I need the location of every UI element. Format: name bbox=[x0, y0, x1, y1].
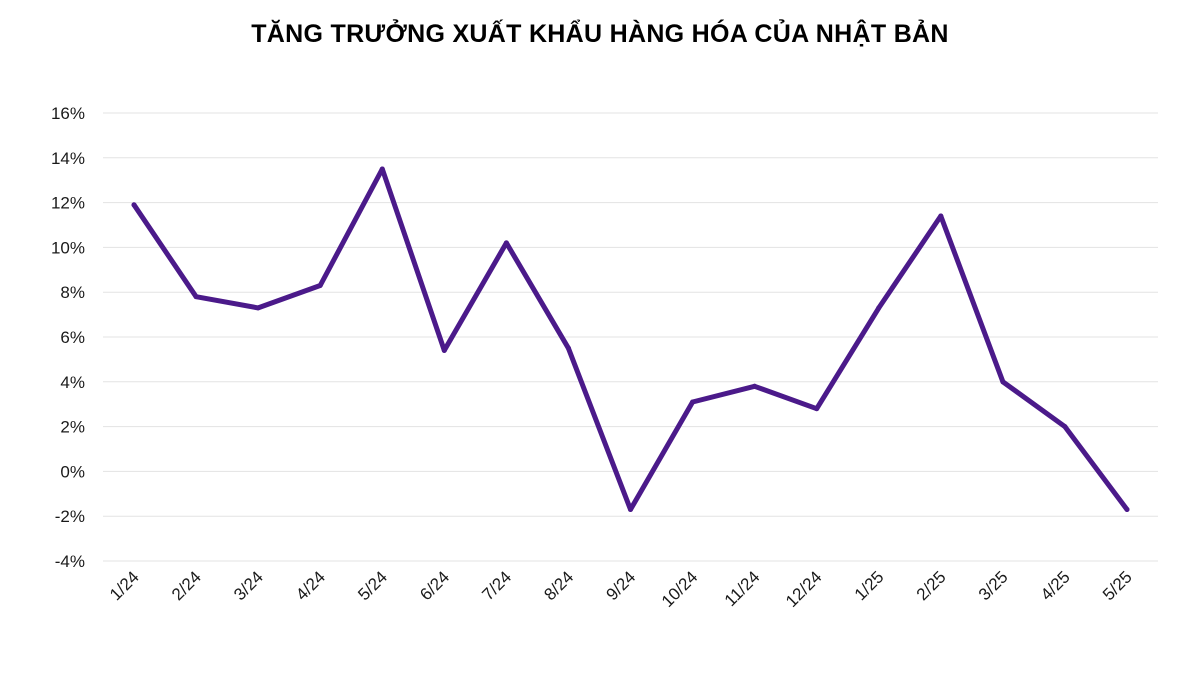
data-point bbox=[255, 305, 261, 311]
data-point bbox=[938, 213, 944, 219]
x-tick-label: 4/24 bbox=[292, 567, 329, 604]
x-tick-label: 1/24 bbox=[106, 567, 143, 604]
x-tick-label: 9/24 bbox=[602, 567, 639, 604]
gridlines bbox=[103, 112, 1158, 562]
y-tick-label: 16% bbox=[51, 104, 85, 123]
x-axis-ticks: 1/24 2/24 3/24 4/24 5/24 6/24 7/24 8/24 9/24 10/2… bbox=[106, 567, 1136, 611]
x-tick-label: 5/24 bbox=[354, 567, 391, 604]
x-tick-label: 6/24 bbox=[416, 567, 453, 604]
x-tick-label: 2/24 bbox=[168, 567, 205, 604]
y-tick-label: 4% bbox=[60, 373, 85, 392]
x-tick-label: 8/24 bbox=[540, 567, 577, 604]
y-tick-label: 14% bbox=[51, 149, 85, 168]
y-tick-label: -2% bbox=[55, 507, 85, 526]
x-tick-label: 5/25 bbox=[1099, 567, 1136, 604]
x-tick-label: 12/24 bbox=[782, 567, 826, 611]
x-tick-label: 3/25 bbox=[975, 567, 1012, 604]
series-group bbox=[131, 166, 1130, 512]
data-point bbox=[876, 305, 882, 311]
x-tick-label: 1/25 bbox=[851, 567, 888, 604]
x-tick-label: 4/25 bbox=[1037, 567, 1074, 604]
y-tick-label: 12% bbox=[51, 194, 85, 213]
data-point bbox=[503, 240, 509, 246]
x-tick-label: 2/25 bbox=[913, 567, 950, 604]
data-point bbox=[193, 294, 199, 300]
data-point bbox=[565, 345, 571, 351]
data-point bbox=[628, 506, 633, 512]
data-point bbox=[1000, 379, 1006, 385]
data-point bbox=[441, 347, 447, 353]
data-point bbox=[814, 406, 820, 412]
data-point bbox=[1124, 506, 1130, 512]
data-point bbox=[1062, 424, 1068, 430]
y-axis-ticks: -4% -2% 0% 2% 4% 6% 8% 10% 12% 14% 16% bbox=[51, 104, 85, 571]
x-tick-label: 3/24 bbox=[230, 567, 267, 604]
y-tick-label: 6% bbox=[60, 328, 85, 347]
series-line bbox=[131, 166, 1130, 512]
y-tick-label: 0% bbox=[60, 462, 85, 481]
x-tick-label: 10/24 bbox=[658, 567, 702, 611]
data-point bbox=[752, 383, 758, 389]
data-point bbox=[379, 166, 385, 172]
x-tick-label: 7/24 bbox=[478, 567, 515, 604]
y-tick-label: 2% bbox=[60, 418, 85, 437]
y-tick-label: 8% bbox=[60, 283, 85, 302]
y-tick-label: -4% bbox=[55, 552, 85, 571]
data-point bbox=[690, 399, 696, 405]
data-point bbox=[317, 282, 323, 288]
y-tick-label: 10% bbox=[51, 238, 85, 257]
x-tick-label: 11/24 bbox=[721, 567, 764, 610]
chart-title: TĂNG TRƯỞNG XUẤT KHẨU HÀNG HÓA CỦA NHẬT … bbox=[251, 20, 949, 48]
data-point bbox=[131, 202, 137, 208]
